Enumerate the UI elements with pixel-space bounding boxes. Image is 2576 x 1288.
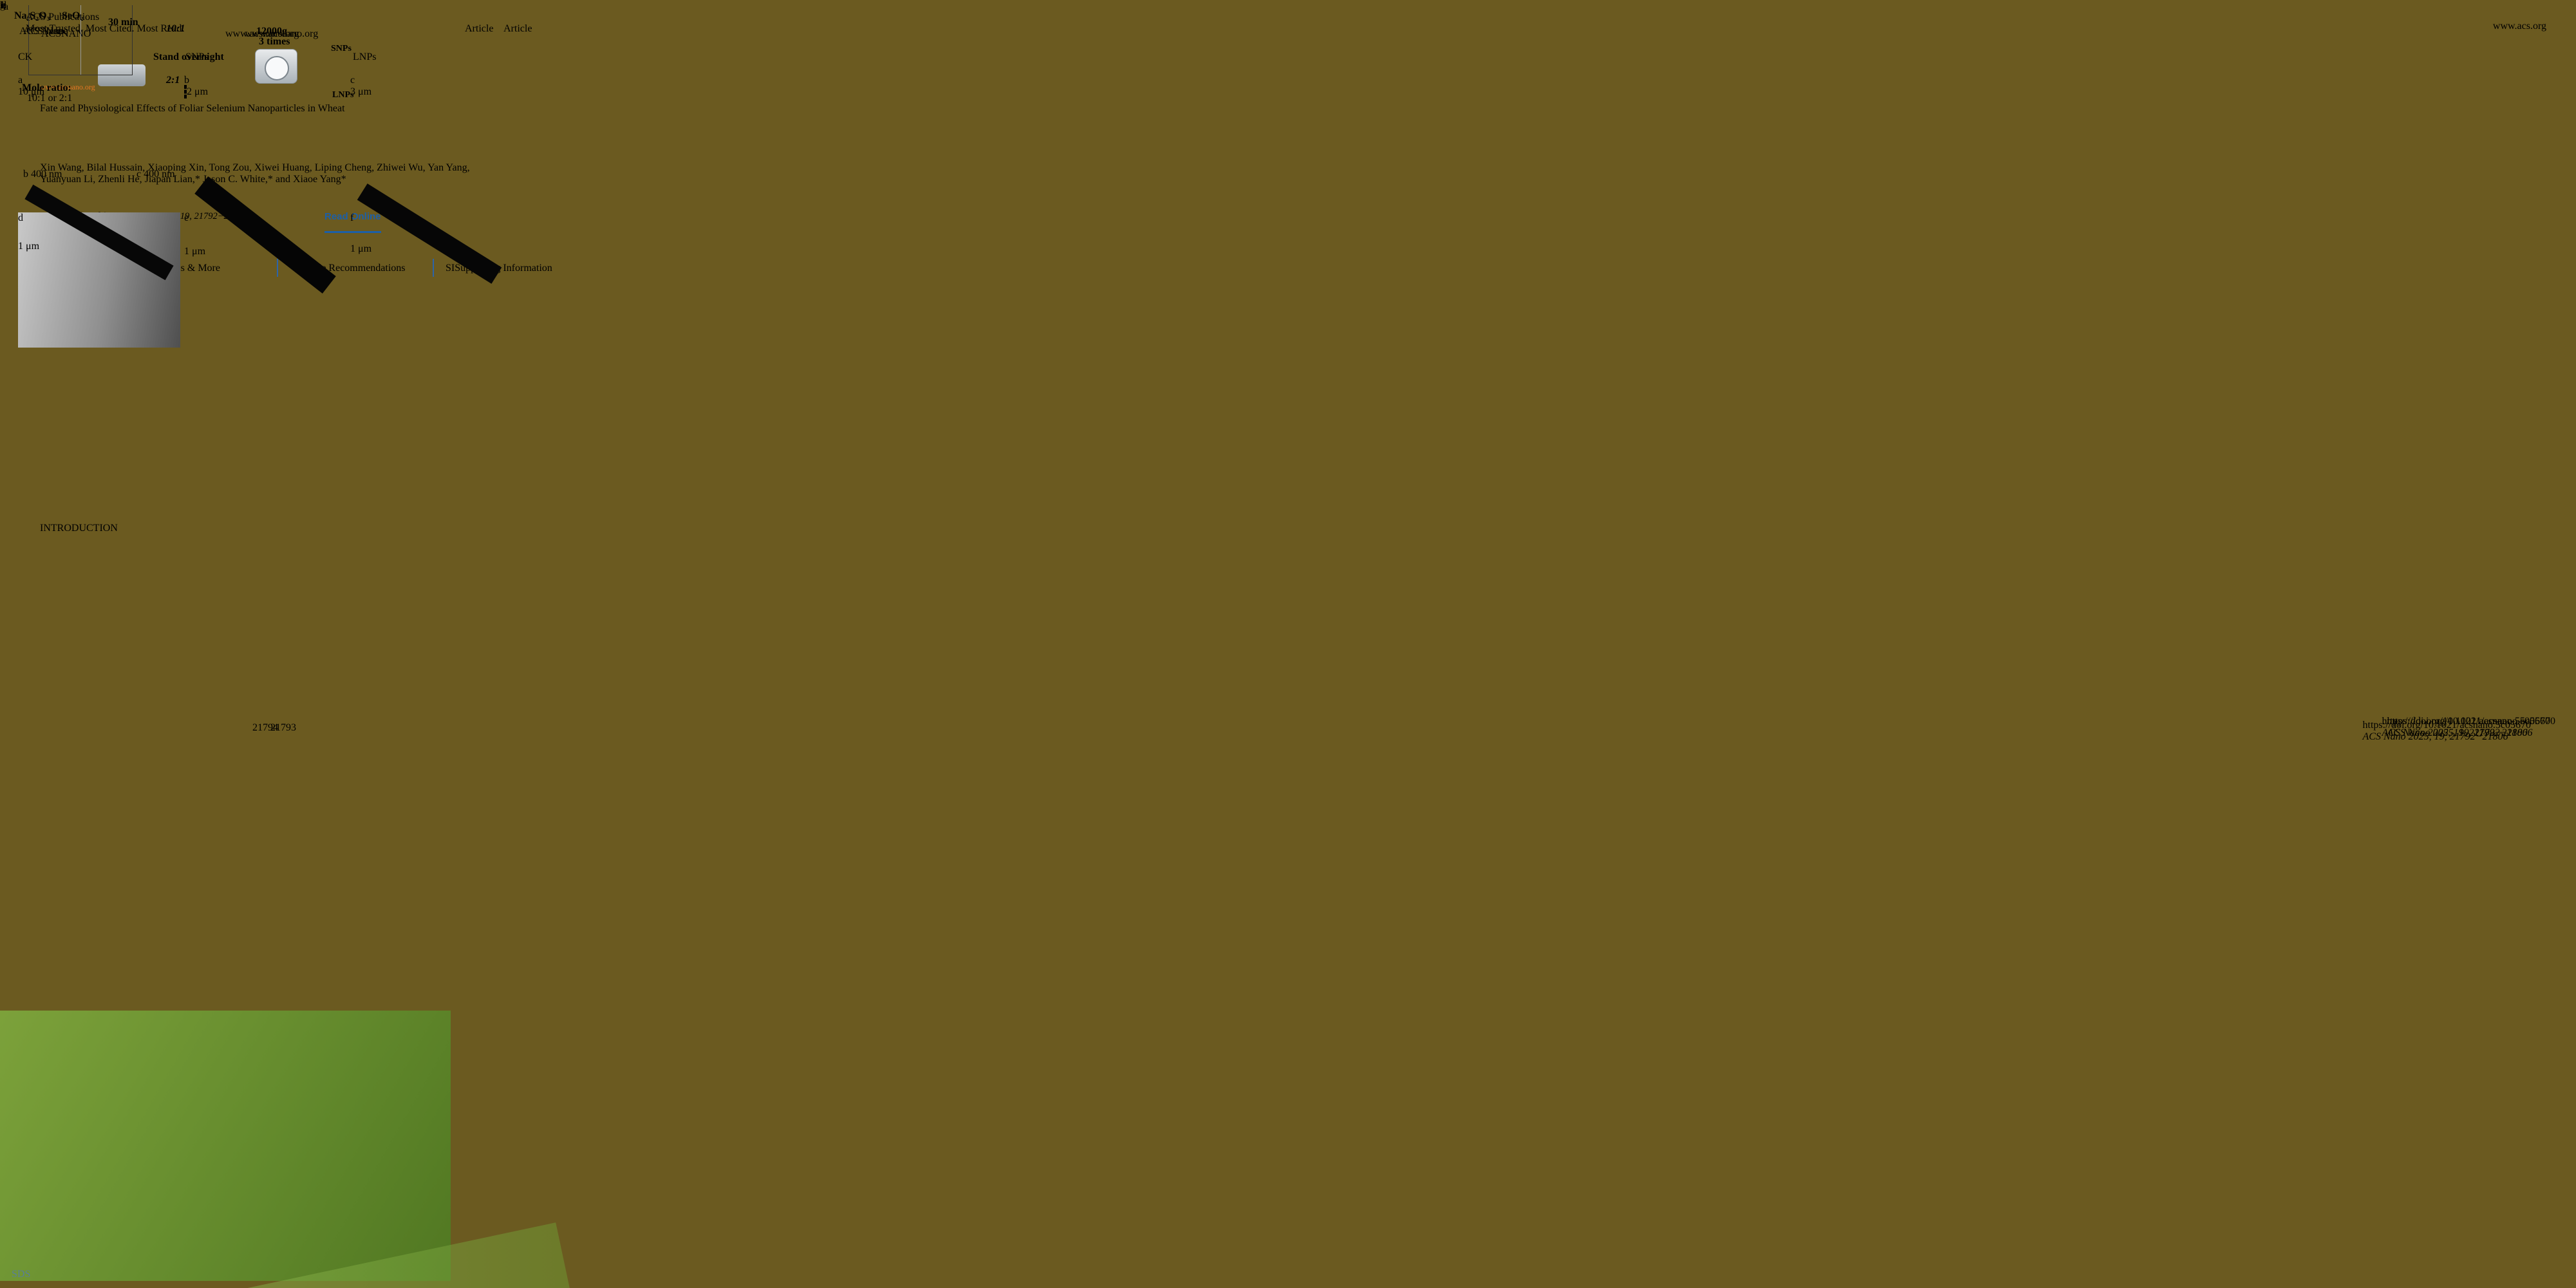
doi-link: https://doi.org/10.1021/acsnano.5c05670 bbox=[2362, 720, 2531, 731]
snps-label: SNPs bbox=[331, 44, 352, 53]
running-head-journal: ACS Nano bbox=[19, 26, 64, 37]
acs-org-link[interactable]: www.acs.org bbox=[2492, 21, 2546, 32]
figure2-panel-a: a 10 μm bbox=[18, 75, 45, 97]
journal-url[interactable]: www.acsnano.org bbox=[40, 82, 95, 91]
divider bbox=[433, 259, 434, 277]
leaf-blur bbox=[0, 1011, 451, 1281]
supporting-info-icon: SI bbox=[446, 263, 455, 274]
logo-acs-text: ACS bbox=[41, 28, 62, 39]
ratio-2-1: 2:1 bbox=[166, 75, 180, 86]
journal-citation: ACS Nano 2025, 19, 21792−21806 bbox=[2362, 731, 2508, 742]
mole-ratio-values: 10:1 or 2:1 bbox=[27, 93, 73, 104]
doi-block[interactable]: https://doi.org/10.1021/acsnano.5c05670 … bbox=[2382, 716, 2550, 738]
logo-nano-text: NANO bbox=[61, 28, 91, 39]
acs-nano-logo: ACSNANO bbox=[41, 28, 91, 40]
figure2-panel-c: c 3 μm bbox=[350, 75, 372, 97]
doi-block[interactable]: https://doi.org/10.1021/acsnano.5c05670 … bbox=[2363, 720, 2531, 743]
scale-bar: 400 nm bbox=[31, 169, 62, 180]
figure1-panel-b-sem: b 400 nm bbox=[23, 169, 62, 180]
ratio-10-1: 10:1 bbox=[166, 23, 185, 34]
lnps-label: LNPs bbox=[332, 90, 354, 100]
running-head-url[interactable]: www.acsnano.org bbox=[225, 28, 299, 39]
cover-mosaic-art bbox=[5, 126, 572, 713]
article-badge: Article bbox=[503, 23, 532, 34]
stir-time-label: 30 min bbox=[108, 17, 138, 28]
group-label-lnps: LNPs bbox=[353, 51, 377, 62]
author-list: Xin Wang, Bilal Hussain, Xiaoping Xin, T… bbox=[40, 162, 470, 185]
figure1-panel-c-tem: c 400 nm bbox=[136, 169, 175, 180]
publisher-tagline: Most Trusted. Most Cited. Most Read. bbox=[26, 23, 185, 34]
page-number: 21794 bbox=[252, 722, 278, 733]
mole-ratio-label: Mole ratio: bbox=[22, 82, 71, 93]
running-head-journal: ACS Nano bbox=[23, 26, 68, 37]
group-label-ck: CK bbox=[18, 51, 33, 62]
centrifuge-speed: 12000g bbox=[256, 26, 287, 37]
introduction-heading: INTRODUCTION bbox=[40, 523, 118, 534]
panel-letter-a: a bbox=[4, 1, 9, 12]
publisher-name: ACS Publications bbox=[26, 12, 100, 23]
page-number: 21793 bbox=[270, 722, 296, 733]
stand-overnight-label: Stand overnight bbox=[153, 51, 224, 62]
read-online-button[interactable]: Read Online bbox=[324, 211, 381, 233]
paper-title: Fate and Physiological Effects of Foliar… bbox=[40, 103, 345, 114]
scale-bar: 400 nm bbox=[144, 169, 175, 180]
snps-dots bbox=[330, 19, 355, 41]
group-label-snps: SNPs bbox=[185, 51, 209, 62]
cloud bbox=[0, 843, 335, 1011]
reagent1-label: Na₂S₂O₃ bbox=[14, 10, 50, 21]
centrifuge-icon bbox=[255, 49, 297, 84]
reagent2-label: SeO₂ bbox=[62, 10, 84, 21]
acs-publications-logo[interactable]: ACS Publications Most Trusted. Most Cite… bbox=[26, 12, 184, 35]
article-badge: Article bbox=[465, 23, 494, 34]
figure2-panel-b: b 2 μm bbox=[184, 75, 209, 98]
figure2-panel-f: f 1 μm bbox=[350, 183, 509, 348]
figure2-panel-e: e 1 μm bbox=[184, 176, 346, 348]
running-head-url[interactable]: www.acsnano.org bbox=[245, 28, 319, 39]
centrifuge-times: 3 times bbox=[259, 36, 290, 47]
magnetic-stirrer bbox=[98, 64, 146, 86]
divider bbox=[277, 259, 278, 277]
head-rule bbox=[19, 44, 507, 46]
doi-block[interactable]: https://doi.org/10.1021/acsnano.5c05670 … bbox=[2387, 716, 2555, 738]
figure2-panel-d: d 1 μm bbox=[18, 184, 180, 348]
